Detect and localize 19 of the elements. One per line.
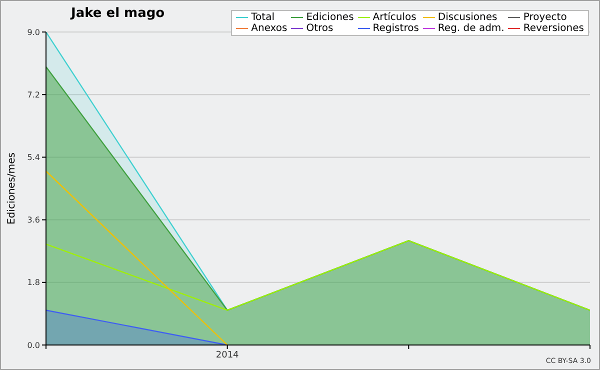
y-tick-label: 1.8 xyxy=(27,278,40,288)
y-tick-label: 7.2 xyxy=(27,90,40,100)
legend-label: Proyecto xyxy=(523,12,567,23)
x-tick-label: 2014 xyxy=(216,350,240,360)
y-tick-label: 3.6 xyxy=(27,216,40,225)
legend-label: Reg. de adm. xyxy=(438,23,504,34)
legend-label: Total xyxy=(251,12,274,23)
legend-label: Artículos xyxy=(372,12,416,23)
legend-label: Registros xyxy=(372,23,419,34)
y-tick-label: 9.0 xyxy=(27,28,40,37)
legend-label: Anexos xyxy=(251,23,288,34)
y-tick-label: 0.0 xyxy=(27,340,40,350)
y-axis-title: Ediciones/mes xyxy=(6,152,18,225)
legend-label: Otros xyxy=(306,23,334,34)
chart-title: Jake el mago xyxy=(71,6,165,21)
legend-label: Ediciones xyxy=(306,12,354,23)
legend-label: Discusiones xyxy=(438,12,498,23)
legend-label: Reversiones xyxy=(523,23,584,34)
y-tick-label: 5.4 xyxy=(27,153,40,162)
